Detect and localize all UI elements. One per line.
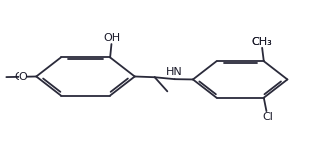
Text: Cl: Cl [263, 112, 274, 122]
Text: HN: HN [166, 68, 183, 77]
Text: OH: OH [103, 33, 120, 43]
Text: CH₃: CH₃ [252, 37, 273, 47]
Text: O: O [14, 72, 23, 82]
Text: CH₃: CH₃ [251, 37, 272, 47]
Text: O: O [19, 72, 27, 82]
